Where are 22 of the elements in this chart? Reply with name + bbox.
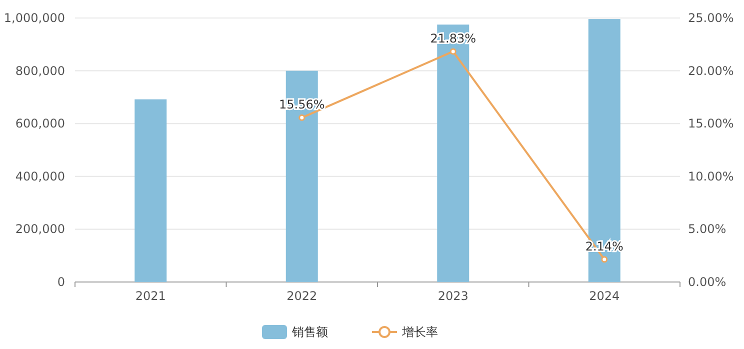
point	[298, 114, 306, 121]
x-tick-label: 2021	[135, 289, 166, 303]
x-tick-label: 2022	[286, 289, 318, 303]
y2-tick-label: 10.00%	[688, 169, 734, 184]
y-tick-label: 1,000,000	[4, 11, 65, 25]
legend-label: 增长率	[401, 325, 438, 339]
y2-tick-label: 0.00%	[688, 275, 726, 289]
y-tick-label: 800,000	[15, 64, 65, 78]
point	[601, 256, 608, 263]
y2-tick-label: 5.00%	[688, 222, 726, 236]
x-tick-label: 2024	[589, 289, 620, 303]
y2-tick-label: 15.00%	[688, 116, 734, 131]
y2-tick-label: 25.00%	[688, 11, 734, 25]
y-tick-label: 400,000	[15, 169, 65, 184]
point	[450, 48, 456, 55]
y-tick-label: 600,000	[15, 116, 65, 131]
bar	[134, 99, 167, 282]
legend-label: 销售额	[291, 325, 328, 339]
x-tick-label: 2023	[438, 289, 468, 303]
y-tick-label: 0	[57, 275, 65, 289]
y-tick-label: 200,000	[15, 222, 65, 236]
y2-tick-label: 20.00%	[688, 64, 734, 78]
